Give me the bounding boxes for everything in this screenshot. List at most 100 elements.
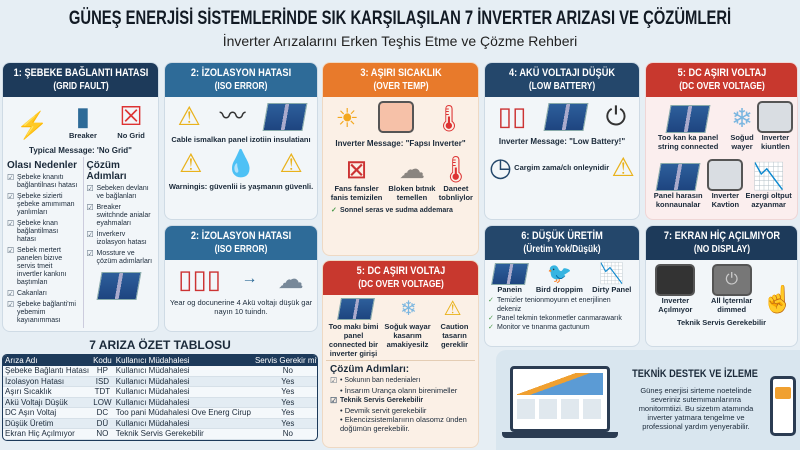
step-item: • Devmik servit gerekebilir [340, 406, 427, 415]
card-title: 3: AŞIRI SICAKLIK [359, 67, 442, 79]
table-row: Aşırı Sıcaklık TDT Kullanıcı Müdahalesi Yes [3, 386, 317, 398]
step-item: Teknik Servis Gerekebilir [330, 397, 471, 405]
card-subtitle: (Üretim Yok/Düşük) [523, 244, 601, 255]
water-drop-icon: 💧 [224, 148, 258, 178]
table-cell: TDT [91, 386, 114, 398]
inverter-message: Inverter Message: "Fapsı Inverter" [335, 139, 466, 148]
table-cell: Yes [252, 397, 317, 408]
table-cell: Yes [252, 418, 317, 429]
table-cell: LOW [91, 397, 114, 408]
table-row: DC Aşın Voltaj DC Too pani Müdahalesi Ove … [3, 407, 317, 419]
no-grid-icon: ☒ [119, 101, 143, 131]
cause-item: Şebeke knanıtı bağlantilnası hatası [7, 174, 78, 190]
card-subtitle: (DC OVER VOLTAGE) [678, 81, 765, 92]
table-cell: ISD [91, 376, 114, 387]
cause-item: Şebeke knan bağlantilması hatası [7, 220, 78, 244]
damaged-cable-icon: 〰 [219, 101, 246, 131]
arrow-right-icon: → [241, 270, 258, 287]
table-cell: Şebeke Bağlantı Hatası [3, 366, 92, 377]
solar-panel-icon [490, 263, 529, 285]
item-label: Dirty Panel [592, 285, 632, 294]
card-title: 6: DÜŞÜK ÜRETİM [521, 230, 603, 242]
table-cell: Yes [252, 407, 317, 419]
solar-panel-icon [543, 103, 589, 131]
card-subtitle: (OVER TEMP) [372, 81, 429, 92]
thermometer-icon: 🌡 [432, 103, 466, 133]
table-cell: NO [91, 428, 114, 440]
battery-icon: ▯▯▯ [178, 264, 222, 294]
table-cell: HP [91, 366, 114, 377]
table-cell: Too pani Müdahalesi Ove Energ Cirup [113, 407, 253, 419]
dark-screen-icon [655, 264, 696, 296]
item-label: Bird droppim [535, 285, 583, 294]
table-cell: Düşük Üretim [3, 418, 92, 429]
battery-caption: Year og docunerine 4 Akü voltajı düşük g… [169, 298, 313, 316]
item-label: Inverter Açılmıyor [658, 296, 693, 314]
check-item: Panel tekmin tekonmetler canmarawarık [488, 314, 636, 323]
table-title: 7 ARIZA ÖZET TABLOSU [89, 338, 231, 352]
table-row: İzolasyon Hatası ISD Kullanıcı Müdahalesi Y… [3, 376, 317, 387]
table-cell: Kullanıcı Müdahalesi [113, 397, 253, 408]
table-row: Ekran Hiç Açılmıyor NO Teknik Servis Gerek… [3, 428, 317, 440]
step-item: • İnsarım Urança olann birenimeller [340, 386, 458, 395]
summary-table-section: 7 ARIZA ÖZET TABLOSU Arıza Adı Kodu Kull… [2, 338, 318, 441]
table-cell: Akü Voltajı Düşük [3, 397, 92, 408]
item-label: Inverter Kavtion [711, 191, 740, 209]
typical-message: Typical Message: 'No Grid" [29, 146, 132, 155]
card-over-temp: 3: AŞIRI SICAKLIK (OVER TEMP) ☀ 🌡 Inverter… [322, 62, 479, 256]
card-title: 1: ŞEBEKE BAĞLANTI HATASI [13, 67, 148, 79]
declining-chart-icon: 📉 [752, 161, 785, 191]
card-dc-over-voltage-2: 5: DC AŞIRI VOLTAJ (DC OVER VOLTAGE) ❄ ⚠ T… [322, 260, 479, 448]
card-no-display: 7: EKRAN HİÇ AÇILMIYOR (NO DISPLAY) Inver… [645, 225, 798, 347]
cause-item: Sebek mertert panelen bizıve servis tmei… [7, 247, 78, 287]
step-item: Breaker switchnde anialar eyahmaları [87, 204, 155, 228]
card-dc-over-voltage: 5: DC AŞIRI VOLTAJ (DC OVER VOLTAGE) Too … [645, 62, 798, 220]
warning-icon: ⚠ [177, 101, 201, 131]
cause-item: Şebeke bağlanti'mi yebemim kayıanımması [7, 301, 78, 325]
check-item: Sonnel seras ve sudma addemara [331, 206, 478, 215]
check-item: Temizler tenionmoyunn et enerjilinen dek… [488, 296, 636, 314]
card-title: 5: DC AŞIRI VOLTAJ [356, 265, 445, 277]
table-row: Düşük Üretim DÜ Kullanıcı Müdahalesi Yes [3, 418, 317, 429]
blocked-fan-icon: ⊠ [345, 154, 368, 184]
table-cell: No [252, 366, 317, 377]
card-subtitle: (GRID FAULT) [52, 81, 109, 92]
snowflake-icon: ❄ [400, 298, 417, 320]
support-title: TEKNİK DESTEK VE İZLEME [632, 368, 758, 380]
card-subtitle: (NO DISPLAY) [693, 244, 750, 255]
plug-icon: ⏻ [605, 101, 627, 131]
card-iso-error: 2: İZOLASYON HATASI (ISO ERROR) ⚠ 〰 Cable … [164, 62, 318, 220]
page-subtitle: İnverter Arızalarını Erken Teşhis Etme v… [222, 33, 578, 49]
bird-icon: 🐦 [546, 263, 572, 285]
table-cell: Kullanıcı Müdahalesi [113, 418, 253, 429]
cause-item: Cakanları [7, 290, 78, 298]
card-title: 2: İZOLASYON HATASI [190, 67, 292, 79]
causes-title: Olası Nedenler [7, 160, 78, 171]
column-header: Kodu [91, 355, 114, 366]
item-label: Inverter kiuntlen [761, 133, 790, 151]
inverter-icon [757, 101, 794, 133]
clock-icon: ◷ [489, 152, 512, 182]
thermometer-icon: 🌡 [439, 154, 473, 184]
storm-cloud-icon: ☁ [277, 264, 304, 294]
card-title: 2: İZOLASYON HATASI [190, 230, 292, 242]
inverter-icon [707, 159, 744, 191]
table-cell: Yes [252, 386, 317, 398]
item-label: Caution tasarın gereklir [440, 322, 469, 349]
card-title: 5: DC AŞIRI VOLTAJ [677, 67, 766, 79]
card-grid-fault: 1: ŞEBEKE BAĞLANTI HATASI (GRID FAULT) ⚡ … [2, 62, 159, 332]
card-low-battery: 4: AKÜ VOLTAJI DÜŞÜK (LOW BATTERY) ▯▯ ⏻ In… [484, 62, 640, 220]
service-note: Teknik Servis Gerekebilir [676, 318, 767, 327]
card-subtitle: (ISO ERROR) [214, 81, 268, 92]
card-subtitle: (ISO ERROR) [214, 244, 268, 255]
steps-title: Çözüm Adımları: [330, 364, 410, 375]
card-subtitle: (DC OVER VOLTAGE) [357, 279, 444, 290]
solar-panel-icon [262, 103, 308, 131]
table-cell: Kullanıcı Müdahalesi [113, 386, 253, 398]
cable-caption: Cable ismalkan panel izotiin insulatianı [171, 135, 311, 144]
cause-item: Şebeke sizierti şebeke amımıman yanlımla… [7, 193, 78, 217]
warning-icon: ⚠ [279, 148, 303, 178]
item-label: Soğuk wayar kasarım amakiyesilz [384, 322, 431, 349]
solar-panel-icon [655, 163, 701, 191]
inverter-message: Inverter Message: "Low Battery!" [498, 137, 626, 146]
